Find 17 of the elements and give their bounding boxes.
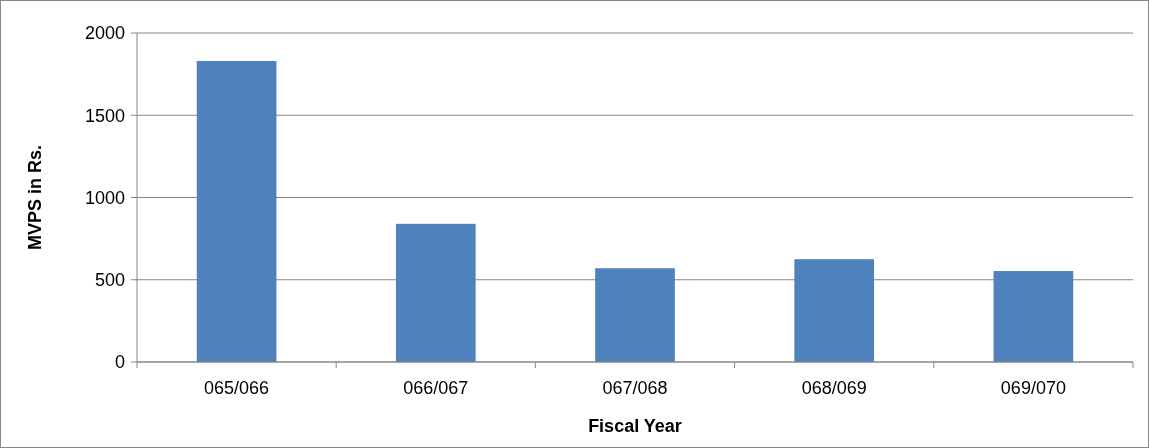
x-tick-label: 068/069 <box>801 378 867 398</box>
y-tick-label: 2000 <box>84 23 125 44</box>
bar <box>993 271 1074 362</box>
y-tick-label: 0 <box>114 352 125 373</box>
bar <box>595 268 675 362</box>
x-axis-title: Fiscal Year <box>588 416 682 436</box>
x-tick-label: 067/068 <box>602 378 668 398</box>
y-tick-label: 1500 <box>84 105 125 126</box>
y-tick-label: 500 <box>94 270 125 291</box>
bar <box>794 259 875 362</box>
x-tick-label: 069/070 <box>1000 378 1066 398</box>
bar <box>395 223 476 362</box>
bar <box>196 60 277 362</box>
y-axis-title: MVPS in Rs. <box>25 144 45 251</box>
x-tick-label: 065/066 <box>204 378 270 398</box>
x-tick-label: 066/067 <box>403 378 469 398</box>
y-tick-label: 1000 <box>84 187 125 208</box>
